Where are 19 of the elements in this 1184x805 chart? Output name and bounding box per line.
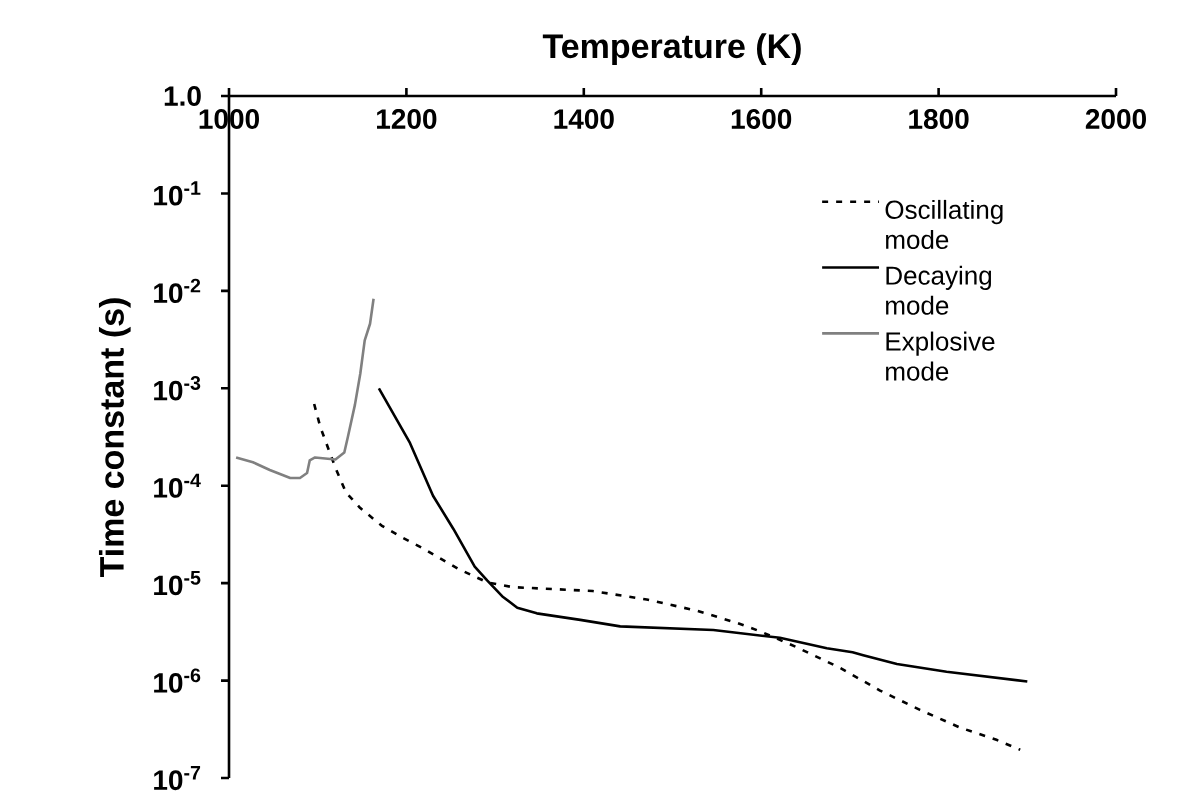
y-tick-label: 10$^{-4}$ <box>154 473 201 498</box>
legend-label: Explosive mode <box>886 331 995 381</box>
y-tick-label: 10$^{-7}$ <box>154 765 201 791</box>
y-tick-label: 10$^{-1}$ <box>154 181 201 206</box>
legend-label: Oscillating mode <box>885 199 1003 249</box>
y-tick-label: 10$^{-2}$ <box>154 278 201 304</box>
x-tick-label: 1600 <box>731 109 792 129</box>
x-axis-title: Temperature (K) <box>542 33 801 65</box>
x-tick-label: 2000 <box>1085 109 1146 129</box>
line-series <box>234 297 375 480</box>
y-tick-label: 10$^{-3}$ <box>154 376 201 401</box>
y-tick-label: 10$^{-6}$ <box>154 668 201 693</box>
x-tick-label: 1800 <box>909 109 969 129</box>
y-tick-label: 10$^{-5}$ <box>154 571 201 596</box>
y-tick-label: 1.0 <box>164 86 201 106</box>
x-tick-label: 1200 <box>377 109 437 129</box>
legend-label: Decaying mode <box>886 265 992 315</box>
y-axis-title: Time constant (s) <box>98 298 131 578</box>
x-tick-label: 1400 <box>554 109 614 129</box>
